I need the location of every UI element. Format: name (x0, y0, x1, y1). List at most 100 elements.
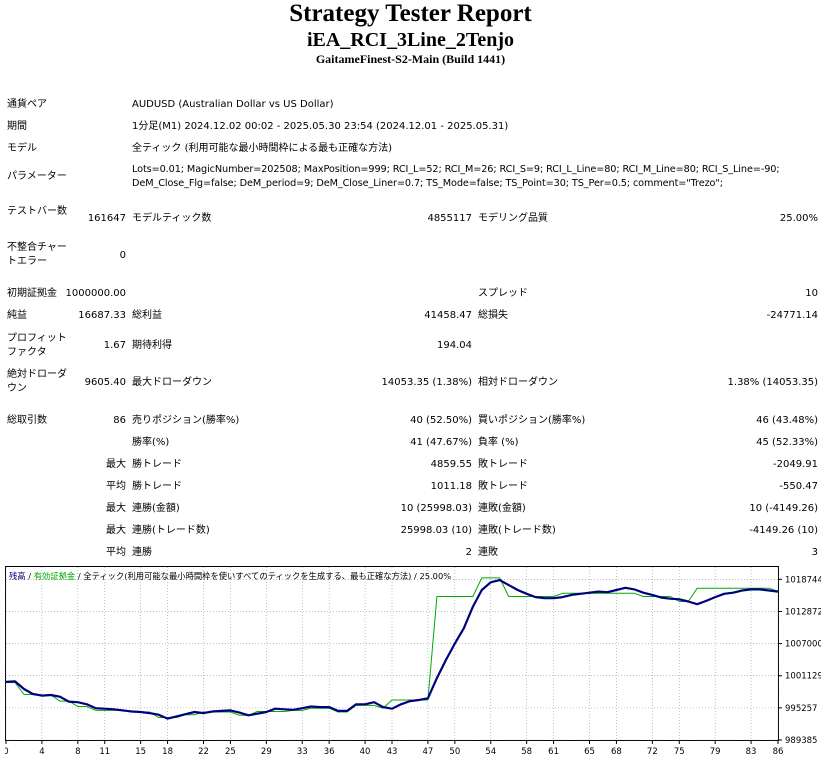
largest-win-label: 勝トレード (132, 459, 182, 470)
maximal-consecutive-loss-label: 連敗(トレード数) (478, 525, 556, 536)
spread-value: 10 (805, 288, 818, 299)
spread-label: スプレッド (478, 288, 528, 299)
x-tick-label: 40 (360, 747, 371, 757)
period-label: 期間 (7, 121, 27, 132)
bars-label: テストバー数 (7, 206, 67, 217)
model-value: 全ティック (利用可能な最小時間枠による最も正確な方法) (132, 143, 393, 154)
x-tick-label: 33 (297, 747, 308, 757)
x-tick-label: 79 (710, 747, 721, 757)
y-tick-label: 989385 (785, 736, 817, 746)
quality-label: モデリング品質 (478, 213, 548, 224)
average-consecutive-wins-value: 2 (465, 547, 472, 558)
symbol-label: 通貨ペア (7, 99, 47, 110)
absolute-drawdown-label: 絶対ドローダウン (7, 369, 67, 394)
graph-legend: 残高 / 有効証拠金 / 全ティック(利用可能な最小時間枠を使いすべてのティック… (9, 571, 451, 581)
largest-label: 最大 (106, 459, 126, 470)
x-tick-label: 0 (5, 747, 9, 757)
average-consecutive-wins-label: 連勝 (132, 547, 152, 558)
gross-loss-value: -24771.14 (766, 310, 818, 321)
maximal-consecutive-profit-label: 連勝(トレード数) (132, 525, 210, 536)
largest-win-value: 4859.55 (430, 459, 472, 470)
win-rate-value: 41 (47.67%) (410, 437, 472, 448)
loss-rate-value: 45 (52.33%) (756, 437, 818, 448)
server-build: GaitameFinest-S2-Main (Build 1441) (315, 52, 506, 66)
x-tick-label: 15 (135, 747, 146, 757)
expected-payoff-value: 194.04 (437, 340, 472, 351)
ea-name: iEA_RCI_3Line_2Tenjo (306, 29, 515, 51)
params-line-2: DeM_Close_Flg=false; DeM_period=9; DeM_C… (132, 178, 723, 189)
max-consecutive-wins-label: 連勝(金額) (132, 503, 180, 514)
max-consecutive-losses-label: 連敗(金額) (478, 503, 526, 514)
mismatch-value: 0 (119, 250, 126, 261)
legend-equity: 有効証拠金 (34, 571, 76, 581)
x-tick-label: 86 (773, 747, 784, 757)
net-profit-label: 純益 (7, 310, 27, 321)
absolute-drawdown-value: 9605.40 (84, 377, 126, 388)
gross-profit-value: 41458.47 (424, 310, 472, 321)
balance-chart-svg: 1018744 1012872 1007000 1001129 995257 989385… (3, 566, 821, 757)
period-value: 1分足(M1) 2024.12.02 00:02 - 2025.05.30 23… (132, 121, 509, 132)
x-tick-label: 43 (387, 747, 398, 757)
x-tick-label: 22 (198, 747, 209, 757)
bars-value: 161647 (87, 213, 126, 224)
largest-loss-label: 敗トレード (478, 459, 528, 470)
x-tick-label: 11 (99, 747, 110, 757)
x-tick-label: 72 (647, 747, 658, 757)
max-consecutive-wins-value: 10 (25998.03) (400, 503, 472, 514)
long-positions-label: 買いポジション(勝率%) (478, 415, 586, 426)
profit-factor-value: 1.67 (103, 340, 126, 351)
x-tick-label: 83 (746, 747, 757, 757)
legend-balance: 残高 (9, 571, 26, 581)
report-title: Strategy Tester Report (289, 0, 532, 27)
balance-line (5, 579, 779, 720)
total-trades-label: 総取引数 (7, 415, 47, 426)
average-consecutive-label: 平均 (106, 547, 126, 558)
y-tick-label: 995257 (785, 704, 817, 714)
legend-separator-1: / (26, 571, 34, 581)
model-label: モデル (7, 143, 37, 154)
profit-factor-label: プロフィットファクタ (7, 333, 67, 358)
y-tick-label: 1012872 (785, 607, 821, 617)
x-tick-label: 29 (261, 747, 272, 757)
x-tick-label: 18 (162, 747, 173, 757)
long-positions-value: 46 (43.48%) (756, 415, 818, 426)
average-loss-value: -550.47 (779, 481, 818, 492)
deposit-value: 1000000.00 (65, 288, 126, 299)
gross-loss-label: 総損失 (478, 310, 508, 321)
expected-payoff-label: 期待利得 (132, 340, 172, 351)
deposit-label: 初期証拠金 (7, 288, 57, 299)
x-tick-label: 65 (584, 747, 595, 757)
x-tick-label: 58 (521, 747, 532, 757)
max-drawdown-label: 最大ドローダウン (132, 377, 212, 388)
legend-separator-2: / (75, 571, 83, 581)
average-win-value: 1011.18 (430, 481, 472, 492)
x-tick-label: 61 (548, 747, 559, 757)
params-label: パラメーター (7, 171, 67, 182)
x-tick-label: 75 (674, 747, 685, 757)
ticks-label: モデルティック数 (132, 213, 212, 224)
relative-drawdown-value: 1.38% (14053.35) (727, 377, 818, 388)
loss-rate-label: 負率 (%) (478, 437, 519, 448)
max-drawdown-value: 14053.35 (1.38%) (381, 377, 472, 388)
x-tick-label: 47 (422, 747, 433, 757)
balance-graph: 1018744 1012872 1007000 1001129 995257 989385… (3, 566, 821, 766)
average-label: 平均 (106, 481, 126, 492)
short-positions-label: 売りポジション(勝率%) (132, 415, 240, 426)
max-consecutive-losses-value: 10 (-4149.26) (749, 503, 818, 514)
legend-model-description: 全ティック(利用可能な最小時間枠を使いすべてのティックを生成する、最も正確な方法… (83, 571, 451, 581)
x-tick-label: 68 (611, 747, 622, 757)
x-tick-label: 50 (449, 747, 460, 757)
axis-labels: 1018744 1012872 1007000 1001129 995257 989385… (3, 575, 821, 757)
average-win-label: 勝トレード (132, 481, 182, 492)
average-consecutive-losses-value: 3 (811, 547, 818, 558)
average-loss-label: 敗トレード (478, 481, 528, 492)
y-tick-label: 1007000 (785, 640, 821, 650)
average-consecutive-losses-label: 連敗 (478, 547, 498, 558)
win-rate-label: 勝率(%) (132, 437, 170, 448)
short-positions-value: 40 (52.50%) (410, 415, 472, 426)
mismatch-label: 不整合チャートエラー (7, 242, 67, 267)
maximal-consecutive-profit-value: 25998.03 (10) (400, 525, 472, 536)
max-consecutive-label: 最大 (106, 503, 126, 514)
x-tick-label: 4 (39, 747, 44, 757)
quality-value: 25.00% (779, 213, 818, 224)
